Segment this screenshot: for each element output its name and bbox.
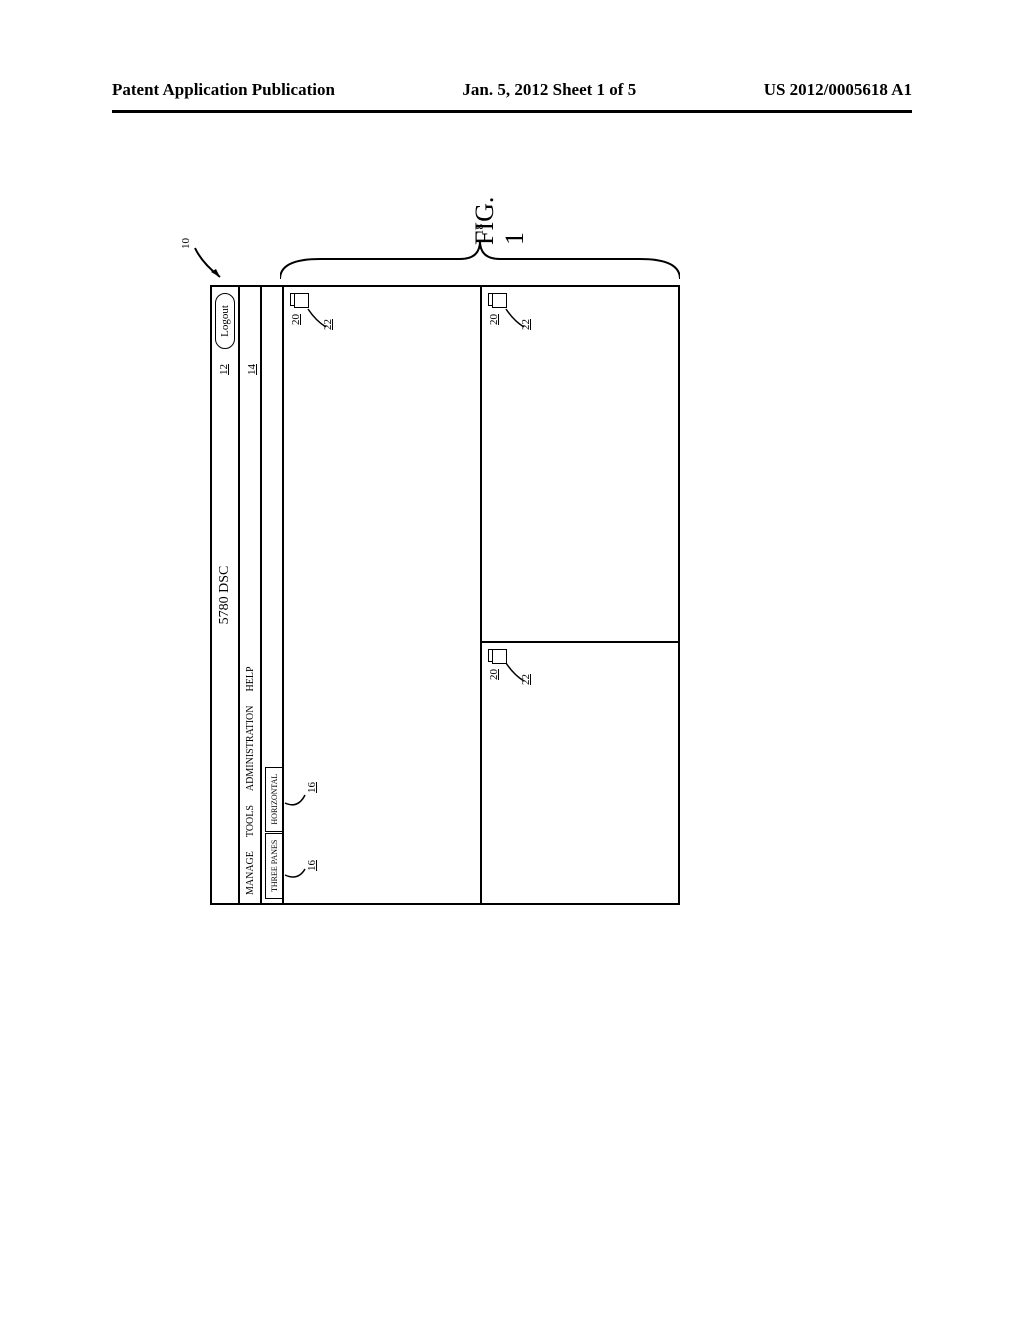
pane-maximize-icon[interactable]	[290, 293, 303, 306]
pane-bottom-right	[482, 287, 678, 641]
panes-area	[284, 287, 678, 903]
date-sheet: Jan. 5, 2012 Sheet 1 of 5	[462, 80, 636, 100]
menu-bar: MANAGE TOOLS ADMINISTRATION HELP	[240, 287, 262, 903]
ref-16-a: 16	[306, 860, 318, 871]
tab-horizontal[interactable]: HORIZONTAL	[265, 767, 282, 832]
tab-horizontal-label: HORIZONTAL	[270, 774, 279, 825]
ref-14: 14	[246, 364, 258, 375]
ref-20-b: 20	[488, 669, 500, 680]
tab-three-panes-label: THREE PANES	[270, 840, 279, 892]
pub-type: Patent Application Publication	[112, 80, 335, 100]
ref-20-c: 20	[488, 314, 500, 325]
menu-tools[interactable]: TOOLS	[245, 805, 256, 837]
menu-manage[interactable]: MANAGE	[245, 851, 256, 895]
pane-maximize-icon[interactable]	[488, 649, 501, 662]
pub-number: US 2012/0005618 A1	[764, 80, 912, 100]
tabs-bar: THREE PANES HORIZONTAL	[262, 287, 284, 903]
ref-20-a: 20	[290, 314, 302, 325]
menu-help[interactable]: HELP	[245, 667, 256, 692]
pane-maximize-icon[interactable]	[488, 293, 501, 306]
tab-three-panes[interactable]: THREE PANES	[265, 833, 282, 899]
ref-22-c: 22	[520, 319, 532, 330]
logout-label: Logout	[219, 305, 231, 337]
pane-bottom-left	[482, 641, 678, 903]
ref-16-b: 16	[306, 782, 318, 793]
ref-12: 12	[218, 364, 230, 375]
figure-caption: FIG. 1	[470, 185, 530, 245]
ref-arrow-10-icon	[190, 243, 230, 283]
title-bar: 5780 DSC Logout	[212, 287, 240, 903]
pane-top	[284, 287, 482, 903]
app-window: 5780 DSC Logout MANAGE TOOLS ADMINISTRAT…	[210, 285, 680, 905]
ref-10: 10	[180, 238, 192, 249]
logout-button[interactable]: Logout	[215, 293, 235, 349]
ref-22-a: 22	[322, 319, 334, 330]
page-header: Patent Application Publication Jan. 5, 2…	[112, 80, 912, 100]
header-divider	[112, 110, 912, 113]
menu-administration[interactable]: ADMINISTRATION	[245, 706, 256, 792]
ref-22-b: 22	[520, 674, 532, 685]
window-title: 5780 DSC	[217, 566, 233, 625]
figure-1: 10 18 5780 DSC Logout MANAGE TOOLS ADMIN…	[75, 260, 795, 830]
brace-18-icon	[280, 239, 680, 281]
